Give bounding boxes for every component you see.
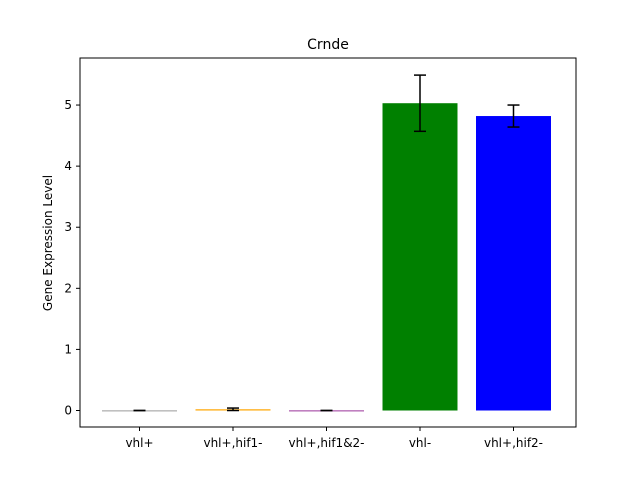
chart-title: Crnde xyxy=(307,37,349,53)
x-ticks-group: vhl+ vhl+,hif1- vhl+,hif1&2- vhl-vhl+,hif2- xyxy=(125,427,543,450)
y-tick-label-3: 3 xyxy=(64,220,72,234)
y-tick-label-0: 0 xyxy=(64,404,72,418)
y-tick-label-5: 5 xyxy=(64,98,72,112)
bars-group xyxy=(102,103,551,412)
x-tick-label-2: vhl+,hif1&2- xyxy=(288,436,364,450)
bar-4 xyxy=(476,116,551,411)
x-tick-label-0: vhl+ xyxy=(125,436,153,450)
x-tick-label-1: vhl+,hif1- xyxy=(203,436,262,450)
y-tick-label-2: 2 xyxy=(64,281,72,295)
bar-3 xyxy=(382,103,458,411)
x-tick-label-4: vhl+,hif2- xyxy=(484,436,543,450)
y-ticks-group: 0 1 2 3 4 5 xyxy=(64,98,80,418)
y-axis-label: Gene Expression Level xyxy=(41,175,55,311)
y-tick-label-1: 1 xyxy=(64,342,72,356)
error-bars-group xyxy=(133,74,520,412)
y-tick-label-4: 4 xyxy=(64,159,72,173)
x-tick-label-3: vhl- xyxy=(409,436,431,450)
plot-frame xyxy=(79,57,577,428)
